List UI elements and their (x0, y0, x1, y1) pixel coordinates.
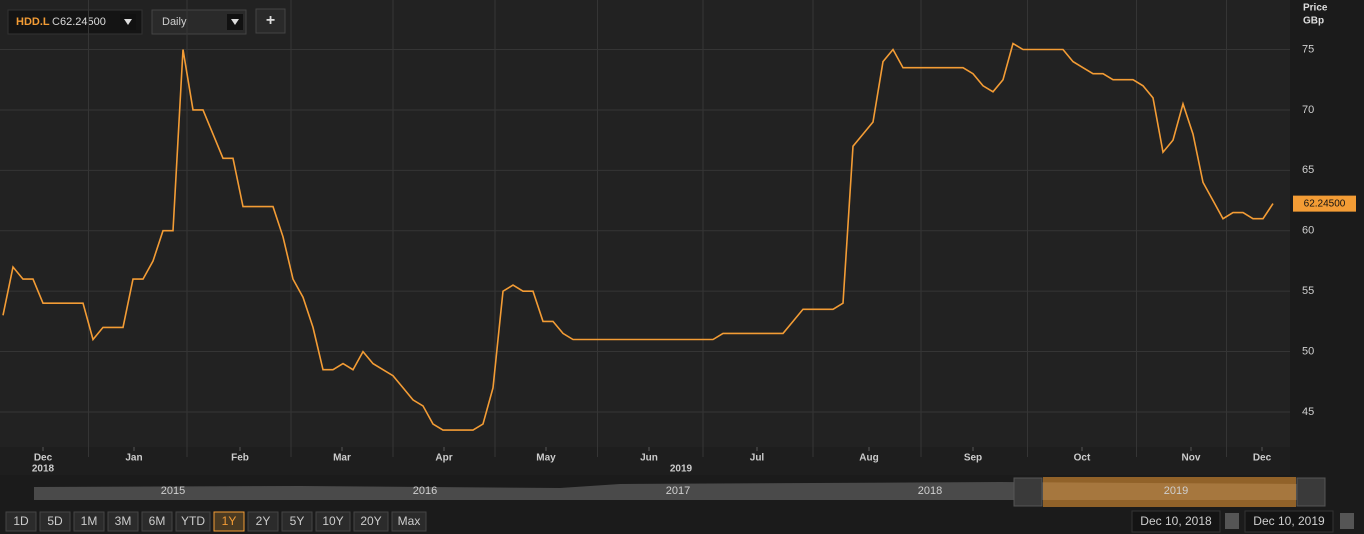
x-tick-label: Jul (750, 453, 765, 464)
y-tick-label: 55 (1302, 285, 1314, 297)
navigator-year: 2019 (1164, 485, 1188, 497)
navigator-selection[interactable] (1043, 477, 1296, 507)
range-button[interactable] (39, 511, 71, 532)
x-tick-label: Dec (1253, 453, 1272, 464)
close-prefix: C (52, 16, 60, 28)
range-button-label: YTD (181, 514, 205, 528)
range-button[interactable] (5, 511, 37, 532)
navigator-year: 2016 (413, 485, 437, 497)
range-button[interactable] (315, 511, 351, 532)
y-tick-label: 50 (1302, 345, 1314, 357)
range-button[interactable] (175, 511, 211, 532)
navigator-year: 2018 (918, 485, 942, 497)
x-tick-label: Sep (964, 453, 982, 464)
y-tick-label: 60 (1302, 225, 1314, 237)
y-tick-label: 70 (1302, 104, 1314, 116)
range-button-label: 5Y (290, 514, 305, 528)
range-button[interactable] (141, 511, 173, 532)
start-date: Dec 10, 2018 (1140, 514, 1212, 528)
x-tick-label: Feb (231, 453, 249, 464)
range-button-label: Max (398, 514, 421, 528)
navigator-handle[interactable] (1296, 477, 1326, 507)
range-button[interactable] (107, 511, 139, 532)
navigator-year: 2017 (666, 485, 690, 497)
y-tick-label: 75 (1302, 43, 1314, 55)
range-button-label: 6M (149, 514, 166, 528)
x-axis-area (0, 447, 1290, 475)
add-icon: + (266, 12, 275, 29)
range-button[interactable] (247, 511, 279, 532)
x-tick-label: Nov (1182, 453, 1201, 464)
symbol: HDD.L (16, 16, 50, 28)
range-button-label: 20Y (360, 514, 381, 528)
date-input[interactable] (1244, 510, 1334, 533)
date-input[interactable] (1131, 510, 1221, 533)
range-button-label: 3M (115, 514, 132, 528)
navigator-handle[interactable] (1013, 477, 1043, 507)
x-tick-label: Aug (859, 453, 878, 464)
dropdown-arrow (231, 19, 239, 25)
add-button[interactable] (255, 8, 286, 34)
range-button-label: 1D (13, 514, 29, 528)
range-button-label: 5D (47, 514, 63, 528)
range-button-label: 2Y (256, 514, 271, 528)
last-price-label: 62.24500 (1304, 198, 1346, 209)
x-tick-label: Oct (1074, 453, 1091, 464)
x-tick-label: Apr (435, 453, 452, 464)
interval: Daily (162, 16, 187, 28)
price-line (2, 42, 1274, 431)
range-button[interactable] (391, 511, 427, 532)
range-button-label: 1Y (222, 514, 237, 528)
x-tick-label: Mar (333, 453, 351, 464)
axis-unit: GBp (1303, 16, 1324, 27)
symbol-box[interactable] (7, 9, 143, 35)
calendar-icon[interactable] (1225, 513, 1239, 529)
close-value: 62.24500 (60, 16, 106, 28)
x-year-label: 2018 (32, 464, 55, 475)
range-button[interactable] (73, 511, 105, 532)
last-price-tag (1293, 195, 1356, 212)
range-button[interactable] (281, 511, 313, 532)
x-tick-label: Jan (125, 453, 142, 464)
x-tick-label: May (536, 453, 556, 464)
x-tick-label: Dec (34, 453, 53, 464)
range-button-label: 1M (81, 514, 98, 528)
x-tick-label: Jun (640, 453, 658, 464)
range-button-label: 10Y (322, 514, 343, 528)
y-tick-label: 45 (1302, 406, 1314, 418)
dropdown-arrow (124, 19, 132, 25)
y-tick-label: 65 (1302, 164, 1314, 176)
plot-area (0, 0, 1290, 447)
range-button[interactable] (213, 511, 245, 532)
x-year-label: 2019 (670, 464, 693, 475)
calendar-icon[interactable] (1340, 513, 1354, 529)
end-date: Dec 10, 2019 (1253, 514, 1325, 528)
range-button[interactable] (353, 511, 389, 532)
navigator-area (34, 482, 1300, 500)
axis-title: Price (1303, 3, 1328, 14)
navigator-year: 2015 (161, 485, 185, 497)
